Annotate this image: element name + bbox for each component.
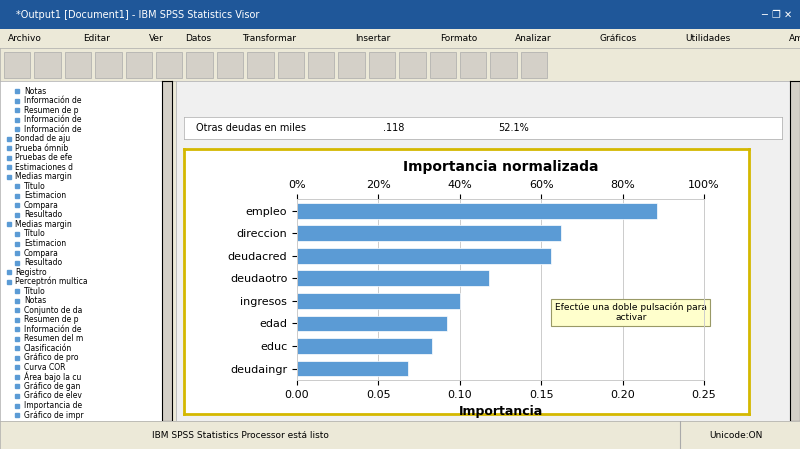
Text: Transformar: Transformar (242, 34, 296, 44)
Text: Medias margin: Medias margin (15, 172, 72, 181)
Text: Compara: Compara (24, 249, 59, 258)
Text: Resumen de p: Resumen de p (24, 315, 78, 324)
Text: Efectúe una doble pulsación para
activar: Efectúe una doble pulsación para activar (555, 302, 706, 322)
Text: Importancia de: Importancia de (24, 401, 82, 410)
Text: Editar: Editar (83, 34, 110, 44)
Text: Perceptrón multica: Perceptrón multica (15, 277, 88, 286)
Text: Área bajo la cu: Área bajo la cu (24, 372, 82, 382)
Text: Estimaciones d: Estimaciones d (15, 163, 74, 172)
Text: Información de: Información de (24, 96, 82, 105)
Text: Título: Título (24, 182, 46, 191)
Text: Prueba ómnib: Prueba ómnib (15, 144, 69, 153)
Text: Unicode:ON: Unicode:ON (710, 431, 762, 440)
Text: Conjunto de da: Conjunto de da (24, 306, 82, 315)
Text: Otras deudas en miles: Otras deudas en miles (196, 123, 306, 132)
Bar (156, 52, 182, 78)
Text: Analizar: Analizar (515, 34, 552, 44)
Text: Gráfico de gan: Gráfico de gan (24, 382, 81, 391)
Text: Gráfico de pro: Gráfico de pro (24, 353, 78, 362)
Bar (297, 270, 489, 286)
Text: Resultado: Resultado (24, 211, 62, 220)
Text: ✕: ✕ (784, 9, 792, 20)
Text: Formato: Formato (440, 34, 478, 44)
Bar (247, 52, 274, 78)
Text: Estimacion: Estimacion (24, 191, 66, 200)
Text: Gráfico de elev: Gráfico de elev (24, 392, 82, 401)
Bar (369, 52, 395, 78)
Bar (490, 52, 517, 78)
Text: *Output1 [Document1] - IBM SPSS Statistics Visor: *Output1 [Document1] - IBM SPSS Statisti… (16, 9, 259, 20)
Text: Estimacion: Estimacion (24, 239, 66, 248)
Text: Título: Título (24, 286, 46, 295)
Text: Curva COR: Curva COR (24, 363, 66, 372)
Text: ─: ─ (761, 9, 767, 20)
Bar (297, 202, 657, 219)
Text: Resumen del m: Resumen del m (24, 335, 83, 343)
Text: Medias margin: Medias margin (15, 220, 72, 229)
Bar (521, 52, 547, 78)
Text: Ver: Ver (149, 34, 163, 44)
Text: Bondad de aju: Bondad de aju (15, 134, 70, 143)
Bar (308, 52, 334, 78)
X-axis label: Importancia: Importancia (458, 405, 542, 418)
Text: Compara: Compara (24, 201, 59, 210)
Text: ❐: ❐ (772, 9, 780, 20)
Bar (297, 361, 408, 376)
Text: Información de: Información de (24, 325, 82, 334)
Bar (297, 293, 460, 309)
X-axis label: Importancia normalizada: Importancia normalizada (402, 160, 598, 174)
Text: Información de: Información de (24, 125, 82, 134)
Bar (65, 52, 91, 78)
Text: Utilidades: Utilidades (685, 34, 730, 44)
Bar (399, 52, 426, 78)
Text: Insertar: Insertar (355, 34, 390, 44)
Bar (34, 52, 61, 78)
Text: 52.1%: 52.1% (498, 123, 529, 132)
Text: Resultado: Resultado (24, 258, 62, 267)
Text: Archivo: Archivo (8, 34, 42, 44)
Bar (217, 52, 243, 78)
Bar (297, 316, 447, 331)
Bar (338, 52, 365, 78)
Bar (4, 52, 30, 78)
Text: Pruebas de efe: Pruebas de efe (15, 153, 73, 162)
Bar (460, 52, 486, 78)
Bar (126, 52, 152, 78)
Text: Registro: Registro (15, 268, 47, 277)
Text: Gráficos: Gráficos (600, 34, 638, 44)
Bar (278, 52, 304, 78)
Text: Notas: Notas (24, 296, 46, 305)
Text: Clasificación: Clasificación (24, 344, 72, 353)
Bar (297, 225, 561, 241)
Text: IBM SPSS Statistics Processor está listo: IBM SPSS Statistics Processor está listo (151, 431, 329, 440)
Text: Gráfico de impr: Gráfico de impr (24, 410, 84, 419)
Text: Información de: Información de (24, 115, 82, 124)
Text: Datos: Datos (186, 34, 212, 44)
Text: Resumen de p: Resumen de p (24, 106, 78, 114)
Bar (297, 248, 551, 264)
Text: Notas: Notas (24, 87, 46, 96)
Text: Ampliaciones: Ampliaciones (789, 34, 800, 44)
Bar (186, 52, 213, 78)
Bar (430, 52, 456, 78)
Bar (297, 338, 432, 354)
Text: .118: .118 (382, 123, 404, 132)
Text: Título: Título (24, 229, 46, 238)
Bar (95, 52, 122, 78)
